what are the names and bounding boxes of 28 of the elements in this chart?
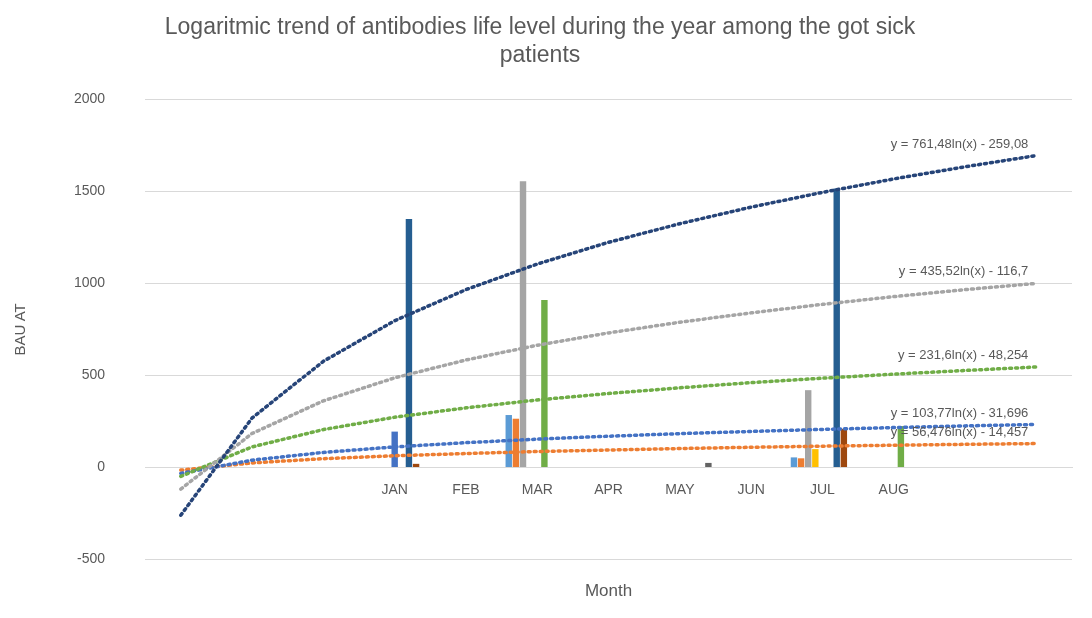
y-tick-label: -500 (77, 550, 106, 567)
bar (391, 431, 398, 468)
annotation: y = 103,77ln(x) - 31,696 (890, 404, 1029, 420)
x-tick-label: JUN (737, 480, 765, 497)
x-tick-label: AUG (878, 480, 909, 497)
chart-title: Logaritmic trend of antibodies life level during the year among the got sick patients (164, 13, 916, 67)
bar (790, 457, 798, 468)
y-tick-label: 500 (81, 366, 106, 383)
y-tick-label: 1000 (73, 274, 106, 291)
bar (812, 449, 819, 468)
x-axis-title: Month (584, 581, 633, 600)
line-series (179, 153, 1039, 517)
bar (412, 463, 420, 468)
annotation: y = 761,48ln(x) - 259,08 (890, 135, 1029, 151)
x-tick-label: JAN (381, 480, 408, 497)
y-tick-label: 0 (97, 458, 106, 475)
y-tick-label: 2000 (73, 90, 106, 107)
annotation: y = 231,6ln(x) - 48,254 (897, 347, 1029, 363)
y-tick-label: 1500 (73, 182, 106, 199)
bar (705, 462, 712, 468)
y-axis-title: BAU AT (11, 303, 29, 356)
x-tick-label: APR (594, 480, 623, 497)
bar (797, 458, 805, 468)
x-tick-label: MAR (521, 480, 553, 497)
x-tick-label: MAY (665, 480, 696, 497)
x-tick-label: JUL (810, 480, 836, 497)
x-tick-label: FEB (452, 480, 480, 497)
annotation: y = 435,52ln(x) - 116,7 (898, 263, 1029, 279)
